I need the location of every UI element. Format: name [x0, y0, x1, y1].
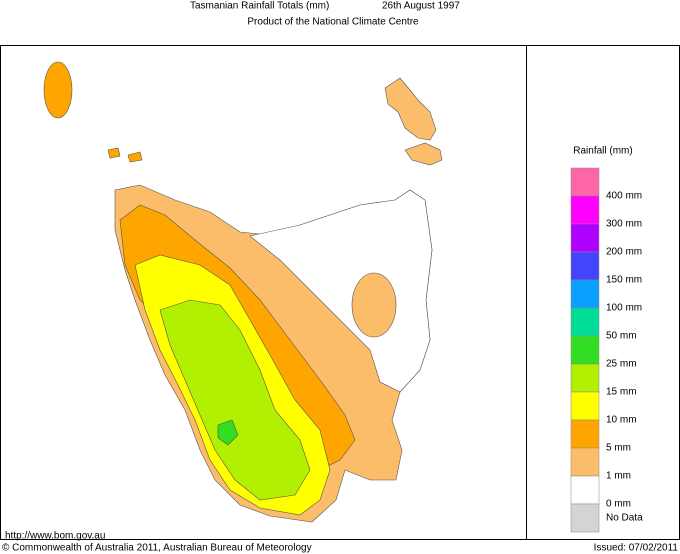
- title: Tasmanian Rainfall Totals (mm): [190, 1, 329, 12]
- legend-label: 0 mm: [606, 499, 631, 510]
- band-25mm: [217, 419, 239, 446]
- legend-swatch: [570, 363, 600, 393]
- legend-label: 100 mm: [606, 303, 642, 314]
- legend-label: 300 mm: [606, 219, 642, 230]
- legend-swatch: [570, 503, 600, 533]
- legend-label: 15 mm: [606, 387, 637, 398]
- map: [43, 61, 443, 523]
- source-url: http://www.bom.gov.au: [5, 531, 105, 542]
- legend-title: Rainfall (mm): [573, 146, 632, 157]
- band-15mm: [159, 299, 311, 501]
- king-island: [43, 61, 73, 119]
- cape-barren-island: [404, 142, 443, 166]
- legend-swatch: [570, 475, 600, 505]
- subtitle: Product of the National Climate Centre: [247, 17, 419, 28]
- legend-swatch: [570, 279, 600, 309]
- legend-swatch: [570, 167, 600, 197]
- legend-swatch: [570, 307, 600, 337]
- date: 26th August 1997: [382, 1, 460, 12]
- legend-swatch: [570, 447, 600, 477]
- legend-swatch: [570, 195, 600, 225]
- legend-label: 1 mm: [606, 471, 631, 482]
- dry-area: [249, 189, 433, 393]
- legend-label: 25 mm: [606, 359, 637, 370]
- legend-swatch: [570, 251, 600, 281]
- legend-swatch: [570, 391, 600, 421]
- legend-swatch: [570, 419, 600, 449]
- flinders-island: [384, 77, 437, 141]
- islet: [107, 147, 121, 159]
- legend-label: 10 mm: [606, 415, 637, 426]
- legend-swatch: [570, 335, 600, 365]
- central-highlands: [351, 272, 397, 338]
- legend-label: 150 mm: [606, 275, 642, 286]
- legend-label: 50 mm: [606, 331, 637, 342]
- legend-label: 5 mm: [606, 443, 631, 454]
- legend-label: 200 mm: [606, 247, 642, 258]
- legend-swatch: [570, 223, 600, 253]
- legend: 400 mm 300 mm 200 mm 150 mm 100 mm 50 mm 25 mm…: [570, 167, 643, 533]
- legend-frame: [526, 45, 680, 540]
- issued: Issued: 07/02/2011: [594, 543, 679, 554]
- islet: [127, 151, 143, 163]
- copyright: © Commonwealth of Australia 2011, Austra…: [2, 543, 312, 554]
- legend-label: No Data: [606, 513, 643, 524]
- legend-label: 400 mm: [606, 191, 642, 202]
